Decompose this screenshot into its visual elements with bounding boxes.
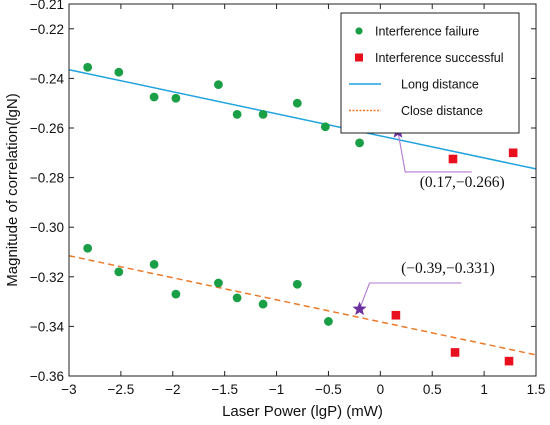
failure-point bbox=[171, 93, 181, 103]
failure-point bbox=[292, 98, 302, 108]
failure-point bbox=[355, 138, 364, 148]
x-tick-label: −1 bbox=[269, 382, 284, 397]
y-tick-label: −0.34 bbox=[30, 319, 65, 334]
trend-lines bbox=[68, 68, 537, 356]
failure-point bbox=[214, 80, 223, 89]
plot-area-frame bbox=[68, 3, 537, 377]
failure-point bbox=[114, 67, 124, 77]
failure-point bbox=[171, 289, 181, 299]
success-point bbox=[450, 348, 460, 357]
failure-point bbox=[83, 243, 93, 253]
failure-point bbox=[324, 317, 333, 326]
y-tick-label: −0.32 bbox=[30, 270, 64, 285]
legend-label: Long distance bbox=[401, 78, 479, 92]
failure-point bbox=[114, 267, 124, 277]
x-tick-label: −2.5 bbox=[108, 382, 135, 397]
axis-ticks bbox=[68, 3, 537, 377]
y-tick-label: −0.36 bbox=[30, 369, 64, 384]
x-tick-label: −1.5 bbox=[211, 382, 238, 397]
y-tick-label: −0.30 bbox=[30, 220, 64, 235]
annotation-leader bbox=[359, 282, 462, 310]
annotation-label: (0.17,−0.266) bbox=[420, 174, 505, 191]
x-tick-label: −2 bbox=[165, 382, 180, 397]
legend-box bbox=[340, 12, 520, 134]
x-tick-label: −3 bbox=[61, 382, 76, 397]
axis-tick-labels: −3 −2.5 −2 −1.5 −1 −0.5 0 0.5 1 1.5 −0.36 −0.34 −0.3… bbox=[30, 0, 546, 397]
legend: Interference failure Interference success… bbox=[340, 12, 520, 134]
data-markers bbox=[83, 62, 518, 366]
success-point bbox=[504, 356, 514, 366]
failure-point bbox=[232, 293, 242, 303]
y-tick-label: −0.24 bbox=[30, 71, 65, 86]
annotation-leader bbox=[397, 131, 472, 173]
x-tick-label: 1 bbox=[480, 382, 488, 397]
success-point bbox=[448, 154, 458, 164]
y-tick-label: −0.22 bbox=[30, 22, 64, 37]
failure-point bbox=[149, 92, 159, 102]
legend-label: Close distance bbox=[401, 104, 483, 118]
failure-point bbox=[292, 279, 302, 289]
legend-circle-marker bbox=[355, 27, 363, 35]
y-axis-title: Magnitude of correlation(lgN) bbox=[4, 93, 21, 286]
failure-point bbox=[320, 122, 330, 132]
long-distance-line bbox=[68, 68, 537, 170]
failure-point bbox=[214, 278, 223, 288]
failure-point bbox=[258, 109, 268, 119]
highlight-star-marker bbox=[352, 301, 367, 316]
failure-point bbox=[232, 109, 242, 119]
x-axis-title: Laser Power (lgP) (mW) bbox=[222, 403, 383, 420]
failure-point bbox=[258, 299, 268, 309]
x-tick-label: −0.5 bbox=[315, 382, 342, 397]
y-tick-label: −0.26 bbox=[30, 121, 64, 136]
y-tick-label: −0.21 bbox=[30, 0, 64, 12]
failure-point bbox=[149, 260, 159, 269]
legend-square-marker bbox=[355, 53, 363, 62]
success-point bbox=[391, 310, 401, 320]
success-point bbox=[508, 148, 518, 158]
legend-label: Interference successful bbox=[375, 51, 504, 65]
legend-label: Interference failure bbox=[375, 25, 479, 39]
y-tick-label: −0.28 bbox=[30, 171, 64, 186]
annotation-label: (−0.39,−0.331) bbox=[401, 260, 495, 277]
failure-point bbox=[83, 62, 93, 72]
x-tick-label: 0 bbox=[377, 382, 385, 397]
x-tick-label: 1.5 bbox=[527, 382, 546, 397]
x-tick-label: 0.5 bbox=[423, 382, 442, 397]
annotations: (0.17,−0.266) (−0.39,−0.331) bbox=[352, 124, 505, 316]
